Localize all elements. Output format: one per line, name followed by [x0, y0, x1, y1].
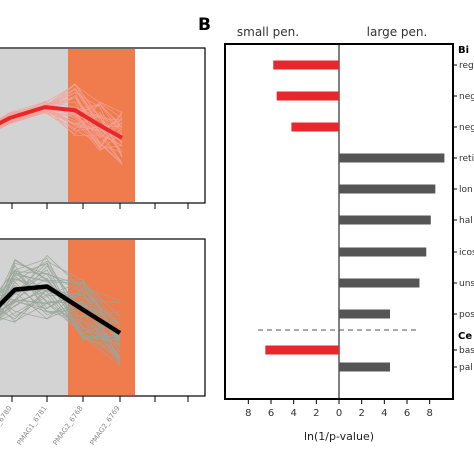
- x-category-label: 2_6780: [0, 405, 14, 431]
- x-tick-label: 4: [290, 408, 296, 419]
- bar: [339, 247, 427, 257]
- panel-b-bars: [265, 60, 445, 372]
- individual-line: [0, 302, 121, 345]
- individual-line: [0, 281, 121, 321]
- panel-b-group-label-1: Bi: [458, 45, 469, 56]
- category-label: pos: [459, 310, 474, 320]
- panel-a-bottom-frame: [0, 238, 206, 397]
- category-label: reti: [459, 154, 474, 164]
- panel-b-letter: B: [198, 15, 211, 35]
- bar: [291, 122, 339, 132]
- bar: [339, 215, 431, 225]
- bar: [339, 153, 445, 163]
- panel-a-bottom-x-labels: 2_6780 PMAG1_6781 PMAG2_6768 PMAG2_6769: [0, 405, 122, 447]
- individual-line: [0, 289, 121, 365]
- individual-line: [0, 83, 123, 121]
- panel-b-group-label-2: Ce: [458, 331, 472, 342]
- category-label: reg: [459, 61, 474, 71]
- individual-line: [0, 92, 123, 157]
- x-tick-label: 6: [404, 408, 410, 419]
- x-tick-label: 2: [358, 408, 364, 419]
- panel-a-top-chart: [0, 47, 206, 209]
- category-label: lon: [459, 185, 473, 195]
- bar: [339, 309, 390, 319]
- individual-line: [0, 277, 121, 337]
- mean-line: [0, 105, 123, 140]
- bar: [273, 60, 339, 70]
- panel-b-left-header: small pen.: [237, 25, 299, 39]
- panel-a-bottom-chart: 2_6780 PMAG1_6781 PMAG2_6768 PMAG2_6769: [0, 238, 206, 447]
- bar: [339, 278, 420, 288]
- category-label: icos: [459, 248, 474, 258]
- mean-line: [0, 284, 122, 335]
- individual-line: [0, 257, 121, 347]
- individual-line: [0, 106, 123, 138]
- bar: [276, 91, 339, 101]
- x-tick-label: 6: [268, 408, 274, 419]
- individual-line: [0, 289, 121, 345]
- panel-a-top-lines: [0, 83, 123, 165]
- panel-b-x-axis-label: ln(1/p-value): [304, 430, 374, 443]
- x-category-label: PMAG1_6781: [16, 405, 49, 447]
- panel-a-top-region-gray: [0, 49, 68, 202]
- individual-line: [0, 107, 123, 164]
- x-tick-label: 0: [336, 408, 342, 419]
- panel-b-x-ticks: 8 6 4 2 0 2 4 6 8: [245, 399, 433, 419]
- x-tick-label: 8: [426, 408, 432, 419]
- category-label: bas: [459, 346, 474, 356]
- panel-a-top-frame: [0, 47, 206, 204]
- panel-b-right-header: large pen.: [367, 25, 428, 39]
- individual-line: [0, 269, 121, 329]
- x-category-label: PMAG2_6768: [52, 405, 85, 447]
- individual-line: [0, 254, 121, 326]
- x-tick-label: 8: [245, 408, 251, 419]
- x-tick-label: 4: [381, 408, 387, 419]
- individual-line: [0, 92, 123, 163]
- bar: [265, 345, 339, 355]
- category-label: uns: [459, 279, 474, 289]
- x-category-label: PMAG2_6769: [89, 405, 122, 447]
- panel-a-bottom-lines: [0, 254, 122, 366]
- panel-b-chart: small pen. large pen. reg neg neg reti lon ha…: [224, 25, 474, 443]
- category-label: neg: [459, 92, 474, 102]
- individual-line: [0, 258, 121, 345]
- panel-b-category-labels: reg neg neg reti lon hal icos uns pos bas pal: [453, 61, 474, 373]
- category-label: pal: [459, 363, 473, 373]
- x-tick-label: 2: [313, 408, 319, 419]
- panel-a-top-ticks: [11, 203, 189, 209]
- bar: [339, 362, 390, 372]
- category-label: neg: [459, 123, 474, 133]
- panel-a-bottom-ticks: [11, 396, 189, 402]
- bar: [339, 184, 436, 194]
- panel-a-bottom-region-orange: [68, 240, 135, 395]
- individual-line: [0, 103, 123, 135]
- category-label: hal: [459, 216, 473, 226]
